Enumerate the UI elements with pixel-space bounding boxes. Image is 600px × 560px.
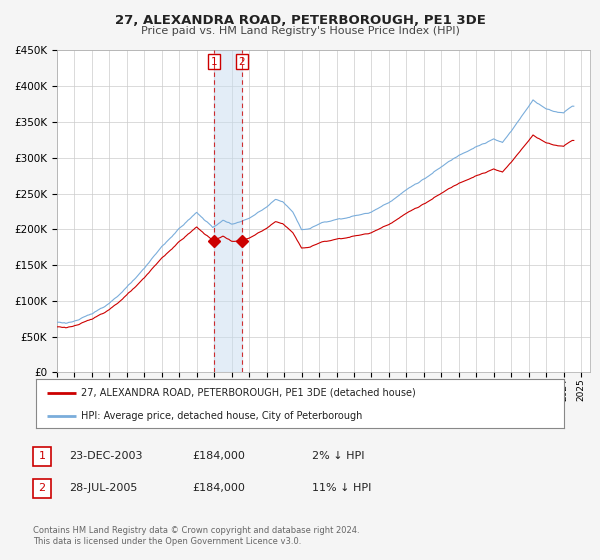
Text: £184,000: £184,000 — [192, 451, 245, 461]
Text: 27, ALEXANDRA ROAD, PETERBOROUGH, PE1 3DE: 27, ALEXANDRA ROAD, PETERBOROUGH, PE1 3D… — [115, 14, 485, 27]
Text: 27, ALEXANDRA ROAD, PETERBOROUGH, PE1 3DE (detached house): 27, ALEXANDRA ROAD, PETERBOROUGH, PE1 3D… — [81, 388, 416, 398]
Text: 2: 2 — [38, 483, 46, 493]
Text: HPI: Average price, detached house, City of Peterborough: HPI: Average price, detached house, City… — [81, 411, 362, 421]
Text: 1: 1 — [38, 451, 46, 461]
Text: 2% ↓ HPI: 2% ↓ HPI — [312, 451, 365, 461]
Text: Price paid vs. HM Land Registry's House Price Index (HPI): Price paid vs. HM Land Registry's House … — [140, 26, 460, 36]
Text: Contains HM Land Registry data © Crown copyright and database right 2024.
This d: Contains HM Land Registry data © Crown c… — [33, 526, 359, 546]
Bar — [214, 50, 242, 372]
Text: £184,000: £184,000 — [192, 483, 245, 493]
Text: 2: 2 — [239, 57, 245, 67]
Text: 11% ↓ HPI: 11% ↓ HPI — [312, 483, 371, 493]
Text: 23-DEC-2003: 23-DEC-2003 — [69, 451, 143, 461]
Text: 28-JUL-2005: 28-JUL-2005 — [69, 483, 137, 493]
Text: 1: 1 — [211, 57, 217, 67]
